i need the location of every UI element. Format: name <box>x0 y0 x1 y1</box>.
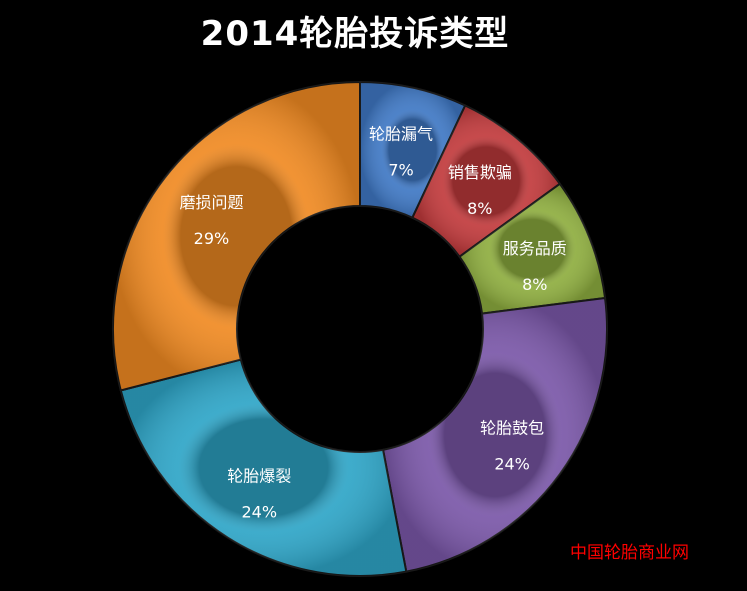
slice-category-label: 轮胎爆裂 <box>227 467 291 486</box>
slice-value-label: 24% <box>241 503 277 522</box>
donut-slices <box>112 80 608 577</box>
donut-labels: 轮胎漏气 7% 销售欺骗 8% 服务品质 8% 轮胎鼓包 24% 轮胎爆裂 24% 磨损问题 29% <box>179 125 566 522</box>
slice-category-label: 销售欺骗 <box>448 163 512 182</box>
slice-category-label: 服务品质 <box>503 239 567 258</box>
watermark-text: 中国轮胎商业网 <box>570 543 689 563</box>
slice-category-label: 磨损问题 <box>179 193 243 212</box>
slice-value-label: 29% <box>194 229 230 248</box>
chart-title: 2014轮胎投诉类型 <box>200 14 510 54</box>
slice-value-label: 7% <box>388 161 413 180</box>
slice-value-label: 8% <box>522 275 547 294</box>
slice-value-label: 8% <box>467 199 492 218</box>
slice-category-label: 轮胎鼓包 <box>480 419 544 438</box>
slice-category-label: 轮胎漏气 <box>369 125 433 144</box>
donut-slice <box>112 80 361 392</box>
slice-value-label: 24% <box>494 455 530 474</box>
